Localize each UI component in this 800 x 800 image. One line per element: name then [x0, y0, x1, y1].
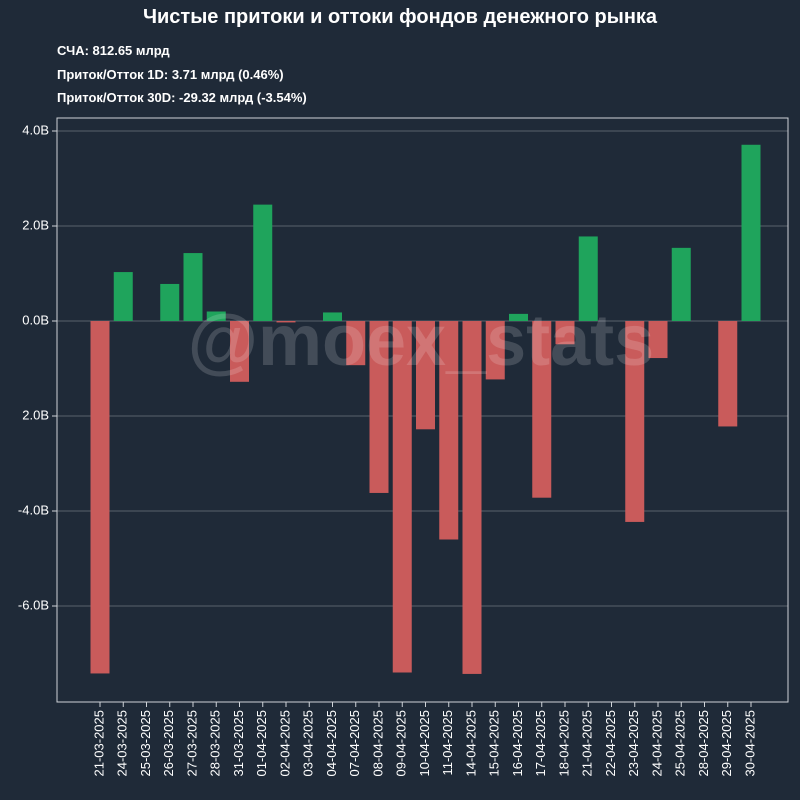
x-tick-label: 24-03-2025 — [115, 710, 130, 777]
x-tick-label: 31-03-2025 — [231, 710, 246, 777]
x-axis-ticks: 21-03-2025 24-03-2025 25-03-2025 26-03-2025… — [91, 702, 757, 777]
bar-30-04-2025 — [741, 144, 761, 321]
bar-16-04-2025 — [509, 313, 528, 321]
x-tick-label: 22-04-2025 — [603, 710, 618, 777]
y-tick-label: 2.0B — [22, 407, 49, 422]
x-tick-label: 08-04-2025 — [370, 710, 385, 777]
x-tick-label: 21-04-2025 — [580, 710, 595, 777]
bar-02-04-2025 — [276, 321, 296, 323]
flow-1d-info: Приток/Отток 1D: 3.71 млрд (0.46%) — [57, 67, 284, 82]
bar-29-04-2025 — [718, 321, 738, 427]
y-tick-label: 4.0B — [22, 122, 49, 137]
x-tick-label: 27-03-2025 — [184, 710, 199, 777]
x-tick-label: 10-04-2025 — [417, 710, 432, 777]
bar-10-04-2025 — [416, 321, 435, 430]
x-tick-label: 30-04-2025 — [742, 710, 757, 777]
x-tick-label: 09-04-2025 — [394, 710, 409, 777]
chart-title: Чистые притоки и оттоки фондов денежного… — [142, 6, 658, 28]
x-tick-label: 15-04-2025 — [487, 710, 502, 777]
flow-30d-info: Приток/Отток 30D: -29.32 млрд (-3.54%) — [57, 90, 307, 105]
bar-11-04-2025 — [439, 321, 459, 540]
bar-24-03-2025 — [113, 272, 133, 321]
bar-01-04-2025 — [253, 204, 273, 321]
x-tick-label: 23-04-2025 — [626, 710, 641, 777]
x-tick-label: 14-04-2025 — [463, 710, 478, 777]
y-axis-ticks: 4.0B 2.0B 0.0B 2.0B -4.0B -6.0B — [18, 122, 57, 612]
x-tick-label: 24-04-2025 — [649, 710, 664, 777]
nav-info: СЧА: 812.65 млрд — [57, 43, 170, 58]
bar-14-04-2025 — [462, 321, 482, 674]
bar-23-04-2025 — [625, 321, 645, 522]
bar-18-04-2025 — [555, 321, 575, 345]
x-tick-label: 21-03-2025 — [91, 710, 106, 777]
bar-21-03-2025 — [90, 321, 110, 674]
bar-21-04-2025 — [578, 236, 598, 321]
y-tick-label: 2.0B — [22, 217, 49, 232]
y-tick-label: -4.0B — [18, 502, 49, 517]
x-tick-label: 26-03-2025 — [161, 710, 176, 777]
x-tick-label: 28-03-2025 — [208, 710, 223, 777]
x-tick-label: 11-04-2025 — [440, 710, 455, 776]
bar-08-04-2025 — [369, 321, 389, 493]
x-tick-label: 25-04-2025 — [673, 710, 688, 777]
bar-26-03-2025 — [160, 283, 180, 321]
plot-frame — [56, 117, 789, 703]
x-tick-label: 25-03-2025 — [138, 710, 153, 777]
bar-28-03-2025 — [206, 311, 226, 321]
bar-07-04-2025 — [346, 321, 366, 366]
y-tick-label: -6.0B — [18, 597, 49, 612]
bars — [90, 144, 761, 674]
x-tick-label: 04-04-2025 — [324, 710, 339, 777]
x-tick-label: 07-04-2025 — [347, 710, 362, 777]
watermark-text: @moex_stats — [188, 301, 654, 381]
x-tick-label: 17-04-2025 — [533, 710, 548, 777]
x-tick-label: 29-04-2025 — [719, 710, 734, 777]
bar-24-04-2025 — [648, 321, 668, 359]
bar-17-04-2025 — [532, 321, 552, 498]
bar-04-04-2025 — [323, 312, 342, 321]
x-tick-label: 16-04-2025 — [510, 710, 525, 777]
x-tick-label: 01-04-2025 — [254, 710, 269, 777]
x-tick-label: 18-04-2025 — [556, 710, 571, 777]
bar-27-03-2025 — [183, 253, 203, 321]
bar-09-04-2025 — [392, 321, 412, 673]
y-tick-label: 0.0B — [22, 312, 49, 327]
x-tick-label: 28-04-2025 — [696, 710, 711, 777]
bar-31-03-2025 — [230, 321, 249, 382]
x-tick-label: 03-04-2025 — [301, 710, 316, 777]
bar-25-04-2025 — [671, 247, 691, 321]
bar-15-04-2025 — [485, 321, 505, 380]
x-tick-label: 02-04-2025 — [277, 710, 292, 777]
